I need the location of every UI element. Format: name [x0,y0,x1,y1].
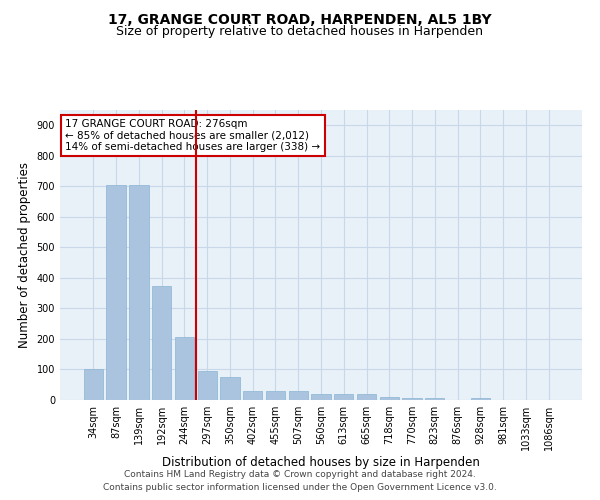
Text: Size of property relative to detached houses in Harpenden: Size of property relative to detached ho… [116,25,484,38]
Bar [470,398,490,400]
Bar [334,394,353,400]
Bar [197,371,217,400]
Text: Contains HM Land Registry data © Crown copyright and database right 2024.
Contai: Contains HM Land Registry data © Crown c… [103,470,497,492]
Bar [425,398,445,400]
Bar [357,394,376,400]
Bar [220,377,239,400]
Bar [403,398,422,400]
Bar [152,286,172,400]
X-axis label: Distribution of detached houses by size in Harpenden: Distribution of detached houses by size … [162,456,480,468]
Bar [266,391,285,400]
Bar [289,391,308,400]
Bar [380,397,399,400]
Bar [175,338,194,400]
Bar [106,186,126,400]
Text: 17, GRANGE COURT ROAD, HARPENDEN, AL5 1BY: 17, GRANGE COURT ROAD, HARPENDEN, AL5 1B… [108,12,492,26]
Bar [84,370,103,400]
Bar [243,391,262,400]
Bar [129,186,149,400]
Y-axis label: Number of detached properties: Number of detached properties [18,162,31,348]
Text: 17 GRANGE COURT ROAD: 276sqm
← 85% of detached houses are smaller (2,012)
14% of: 17 GRANGE COURT ROAD: 276sqm ← 85% of de… [65,118,320,152]
Bar [311,394,331,400]
